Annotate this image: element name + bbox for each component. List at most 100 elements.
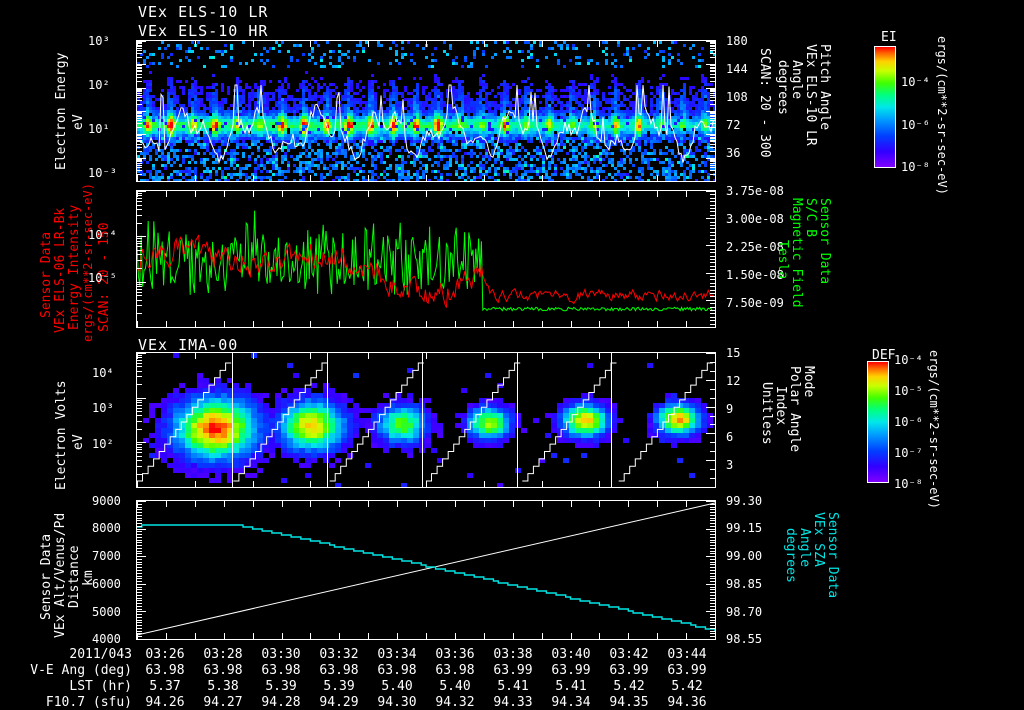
panel4-altitude-sza-plot[interactable] [136, 500, 716, 640]
panel4-ytick-3: 6000 [92, 577, 121, 591]
panel3-colorbar-tick-4: 10⁻⁸ [894, 477, 923, 491]
panel2-left-label-energy-intensity: Energy Intensity [68, 208, 81, 330]
panel2-ytick-1: 10⁻⁵ [88, 271, 117, 285]
panel1-right-label-pitch-angle: Pitch Angle [818, 44, 831, 164]
panel4-ytick-2: 7000 [92, 549, 121, 563]
panel4-left-label-alt: VEx Alt/Venus/Pd [54, 508, 67, 638]
bottom-cell-time-1: 03:28 [195, 647, 251, 662]
panel2-left-label-sensor-data: Sensor Data [40, 228, 53, 318]
panel4-rtick-0: 99.30 [726, 494, 762, 508]
panel1-rtick-1: 144 [726, 62, 748, 76]
panel4-right-label-angle: Angle [798, 528, 811, 584]
panel3-rtick-3: 6 [726, 430, 733, 444]
bottom-row-label-lst: LST (hr) [0, 679, 132, 694]
panel1-colorbar[interactable] [874, 46, 896, 168]
bottom-cell-lst-6: 5.41 [485, 679, 541, 694]
bottom-cell-lst-1: 5.38 [195, 679, 251, 694]
bottom-cell-ve-ang-5: 63.98 [427, 663, 483, 678]
bottom-cell-lst-3: 5.39 [311, 679, 367, 694]
panel2-right-label-magnetic-field: Magnetic Field [790, 198, 803, 316]
panel3-colorbar[interactable] [867, 361, 889, 483]
panel1-title-lr: VEx ELS-10 LR [138, 3, 268, 21]
bottom-cell-lst-2: 5.39 [253, 679, 309, 694]
panel3-colorbar-units: ergs/(cm**2-sr-sec-eV) [926, 350, 940, 500]
panel3-yunits: eV [72, 420, 85, 450]
panel1-ytick-3: 10⁻³ [88, 166, 117, 180]
panel2-left-label-units: ergs/(cm**2-sr-sec-eV) [82, 196, 94, 342]
panel1-right-label-angle: Angle [790, 60, 803, 140]
bottom-cell-ve-ang-7: 63.99 [543, 663, 599, 678]
bottom-cell-ve-ang-3: 63.98 [311, 663, 367, 678]
panel2-right-label-sc-b: S/C B [804, 198, 817, 258]
panel4-rtick-1: 99.15 [726, 521, 762, 535]
panel3-right-label-index: Index [774, 386, 787, 448]
panel2-ytick-0: 10⁻⁴ [88, 228, 117, 242]
panel3-colorbar-tick-1: 10⁻⁵ [894, 384, 923, 398]
panel2-timeseries-plot[interactable] [136, 190, 716, 328]
panel3-right-label-mode: Mode [802, 366, 815, 426]
panel1-rtick-2: 108 [726, 90, 748, 104]
panel4-right-label-degrees: degrees [784, 528, 797, 606]
panel1-colorbar-units: ergs/(cm**2-sr-sec-eV) [934, 36, 948, 186]
panel4-ytick-0: 9000 [92, 494, 121, 508]
panel1-spectrogram-plot[interactable] [136, 40, 716, 182]
panel4-rtick-4: 98.70 [726, 605, 762, 619]
panel1-rtick-3: 72 [726, 118, 740, 132]
bottom-cell-time-2: 03:30 [253, 647, 309, 662]
bottom-cell-ve-ang-8: 63.99 [601, 663, 657, 678]
panel3-ytick-2: 10² [92, 437, 114, 451]
bottom-cell-lst-8: 5.42 [601, 679, 657, 694]
bottom-cell-ve-ang-6: 63.99 [485, 663, 541, 678]
bottom-cell-time-5: 03:36 [427, 647, 483, 662]
bottom-cell-lst-0: 5.37 [137, 679, 193, 694]
panel4-right-label-sza: VEx SZA [812, 512, 825, 588]
panel4-left-label-sensor-data: Sensor Data [40, 528, 53, 620]
panel1-ytick-2: 10¹ [88, 122, 110, 136]
panel1-colorbar-tick-1: 10⁻⁶ [901, 118, 930, 132]
bottom-cell-ve-ang-0: 63.98 [137, 663, 193, 678]
panel3-colorbar-tick-0: 10⁻⁴ [894, 353, 923, 367]
panel1-right-label-instrument: VEx ELS-10 LR [804, 44, 817, 174]
bottom-cell-ve-ang-2: 63.98 [253, 663, 309, 678]
panel1-ytick-1: 10² [88, 78, 110, 92]
panel1-rtick-4: 36 [726, 146, 740, 160]
panel2-rtick-0: 3.75e-08 [726, 184, 784, 198]
panel2-rtick-1: 3.00e-08 [726, 212, 784, 226]
bottom-cell-time-3: 03:32 [311, 647, 367, 662]
panel3-colorbar-tick-3: 10⁻⁷ [894, 446, 923, 460]
panel4-left-label-distance: Distance [68, 530, 81, 608]
panel3-rtick-0: 15 [726, 346, 740, 360]
panel1-yunits: eV [72, 100, 85, 130]
panel2-right-label-tesla: Tesla [776, 240, 789, 300]
panel1-title-hr: VEx ELS-10 HR [138, 22, 268, 40]
panel4-ytick-1: 8000 [92, 521, 121, 535]
panel4-rtick-3: 98.85 [726, 577, 762, 591]
panel1-ytick-0: 10³ [88, 34, 110, 48]
bottom-cell-lst-9: 5.42 [659, 679, 715, 694]
panel4-ytick-5: 4000 [92, 632, 121, 646]
bottom-cell-time-6: 03:38 [485, 647, 541, 662]
bottom-cell-lst-4: 5.40 [369, 679, 425, 694]
panel3-right-label-polar-angle: Polar Angle [788, 366, 801, 474]
panel3-rtick-2: 9 [726, 402, 733, 416]
panel1-rtick-0: 180 [726, 34, 748, 48]
bottom-cell-lst-7: 5.41 [543, 679, 599, 694]
panel2-left-label-scan: SCAN: 20 - 150 [98, 206, 111, 332]
bottom-cell-time-4: 03:34 [369, 647, 425, 662]
panel4-right-label-sensor-data: Sensor Data [826, 512, 839, 604]
bottom-cell-ve-ang-1: 63.98 [195, 663, 251, 678]
panel2-left-label-instrument: VEx ELS-06 LR-Bk [54, 205, 67, 333]
bottom-cell-time-7: 03:40 [543, 647, 599, 662]
panel3-ion-spectrogram-plot[interactable] [136, 352, 716, 488]
panel3-ytick-1: 10³ [92, 401, 114, 415]
panel3-right-label-unitless: Unitless [760, 382, 773, 468]
panel3-rtick-1: 12 [726, 374, 740, 388]
bottom-cell-time-0: 03:26 [137, 647, 193, 662]
bottom-row-label-ve-ang: V-E Ang (deg) [0, 663, 132, 678]
panel3-ytick-0: 10⁴ [92, 366, 114, 380]
panel3-rtick-4: 3 [726, 458, 733, 472]
panel4-rtick-5: 98.55 [726, 632, 762, 646]
panel4-ytick-4: 5000 [92, 605, 121, 619]
bottom-cell-lst-5: 5.40 [427, 679, 483, 694]
panel1-colorbar-tick-2: 10⁻⁸ [901, 160, 930, 174]
